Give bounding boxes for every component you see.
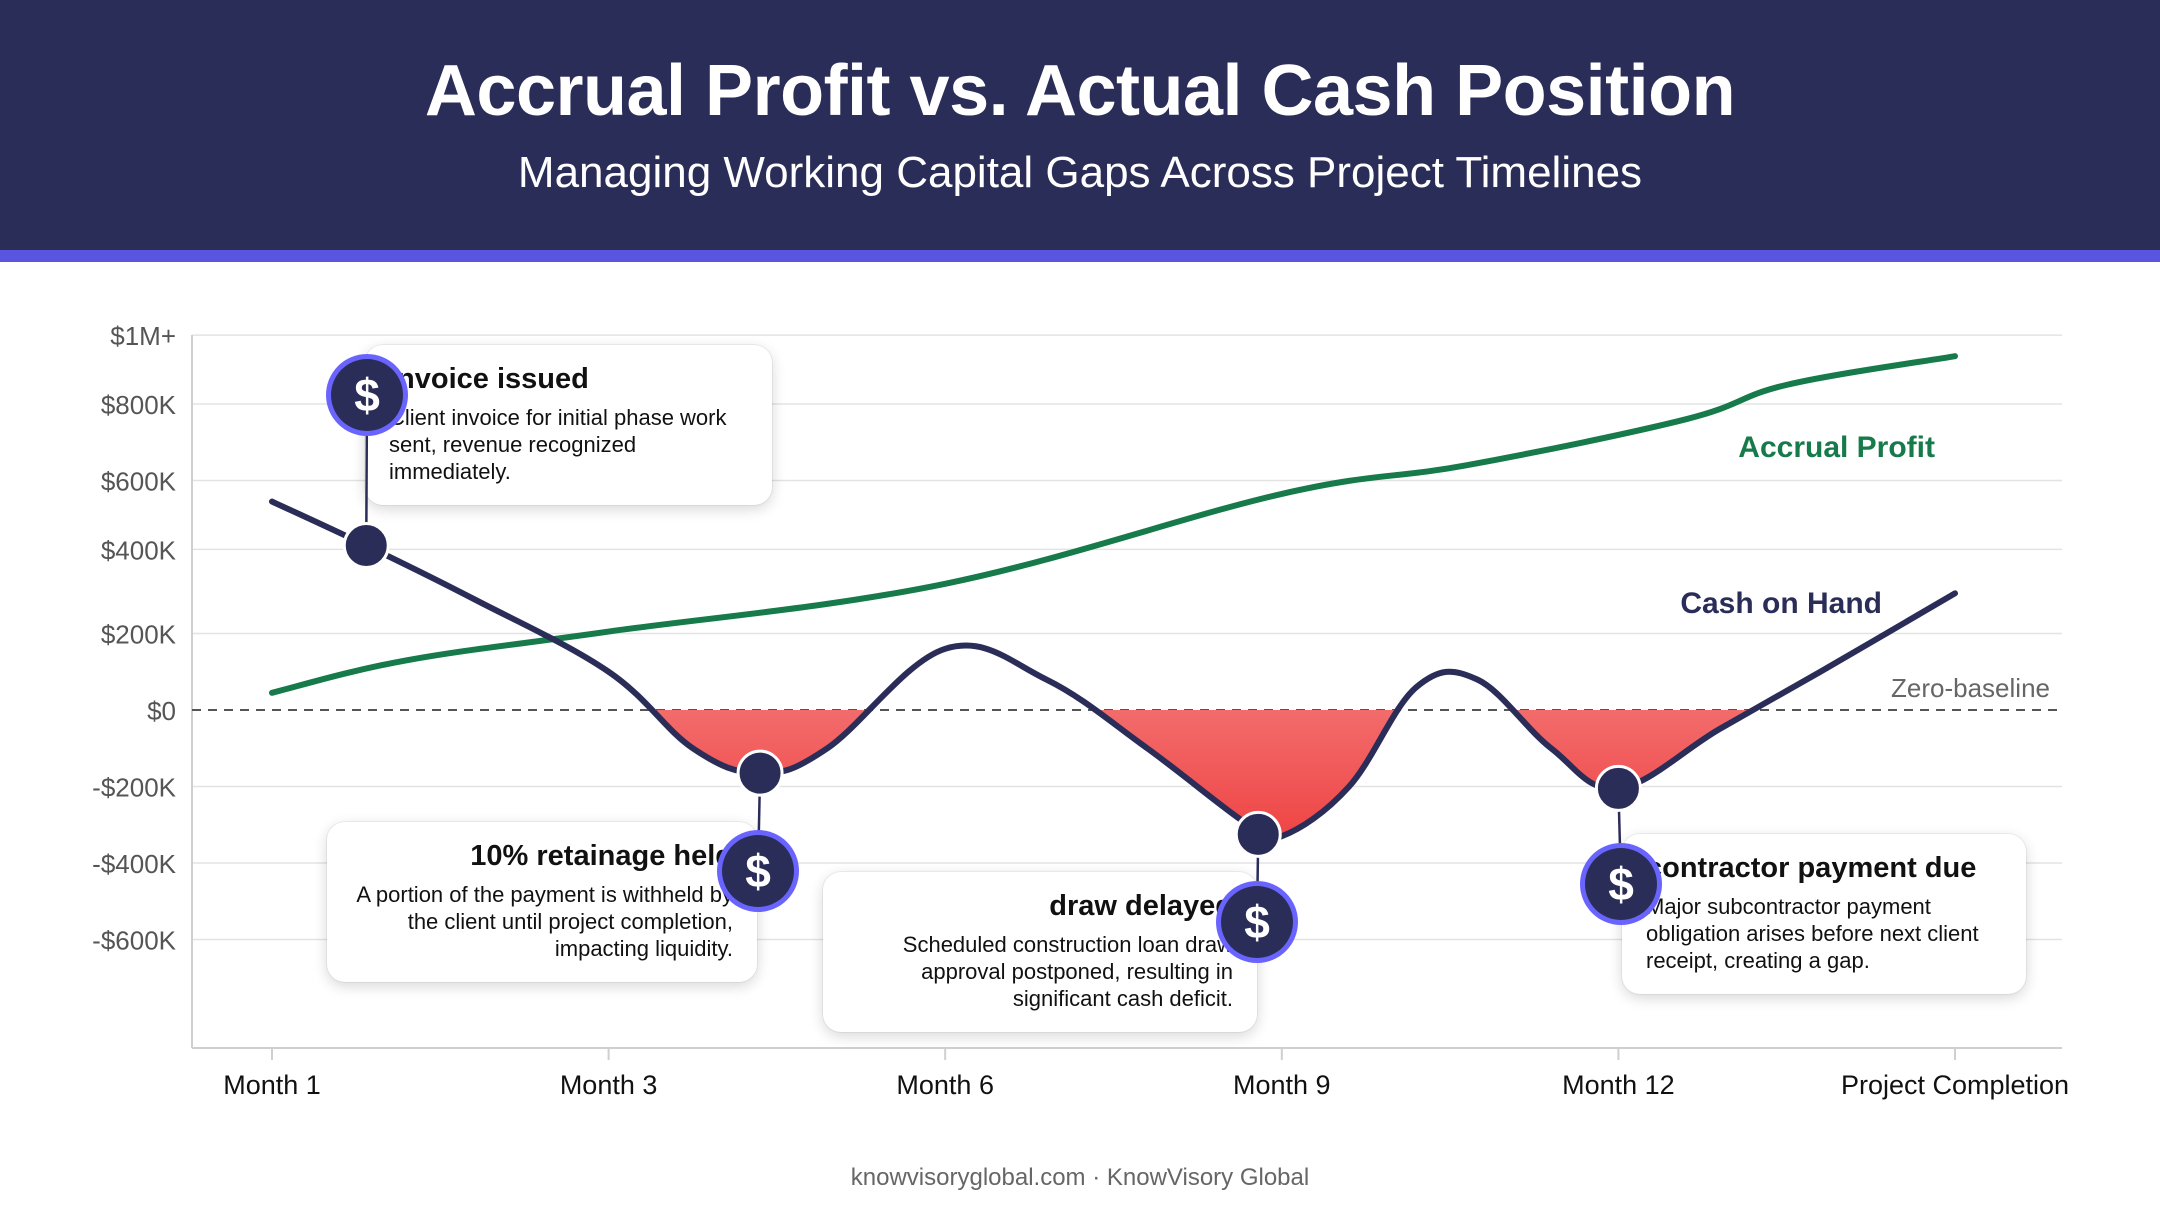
draw-delayed-callout: draw delayed Scheduled construction loan… xyxy=(823,872,1257,1032)
y-tick-label: $0 xyxy=(147,696,176,726)
callout-title: contractor payment due xyxy=(1646,852,1977,884)
series-label-cash-on-hand: Cash on Hand xyxy=(1680,587,1882,620)
y-tick-label: $1M+ xyxy=(110,321,176,351)
x-tick-label: Month 9 xyxy=(1233,1070,1331,1100)
callout-body: Major subcontractor payment obligation a… xyxy=(1646,894,1979,973)
header-banner: Accrual Profit vs. Actual Cash Position … xyxy=(0,0,2160,250)
y-tick-label: $400K xyxy=(101,535,177,565)
y-tick-label: -$400K xyxy=(92,849,176,879)
page-title: Accrual Profit vs. Actual Cash Position xyxy=(424,51,1736,131)
x-tick-label: Month 12 xyxy=(1562,1070,1675,1100)
cash-deficit-area xyxy=(272,710,1955,840)
zero-baseline-label: Zero-baseline xyxy=(1891,673,2050,703)
callout-title: invoice issued xyxy=(389,363,589,395)
invoice-issued-callout: invoice issued Client invoice for initia… xyxy=(365,345,772,505)
y-tick-label: $600K xyxy=(101,467,177,497)
x-tick-label: Month 6 xyxy=(896,1070,994,1100)
header-accent-bar xyxy=(0,250,2160,262)
callout-title: draw delayed xyxy=(1049,890,1233,922)
y-tick-label: $200K xyxy=(101,620,177,650)
callout-body: Scheduled construction loan draw approva… xyxy=(902,932,1233,1011)
y-tick-label: -$600K xyxy=(92,926,176,956)
series-line-accrual-profit xyxy=(269,353,1958,696)
callout-body: A portion of the payment is withheld by … xyxy=(356,882,733,961)
x-tick-label: Month 3 xyxy=(560,1070,658,1100)
y-tick-label: -$200K xyxy=(92,773,176,803)
page-subtitle: Managing Working Capital Gaps Across Pro… xyxy=(517,148,1643,197)
x-tick-label: Project Completion xyxy=(1841,1070,2069,1100)
callout-body: Client invoice for initial phase work se… xyxy=(389,405,727,484)
retainage-callout: 10% retainage held A portion of the paym… xyxy=(327,822,757,982)
callout-title: 10% retainage held xyxy=(470,840,733,872)
x-tick-label: Month 1 xyxy=(223,1070,321,1100)
series-line-cash-on-hand xyxy=(269,498,1958,843)
contractor-payment-callout: contractor payment due Major subcontract… xyxy=(1622,834,2026,994)
y-tick-label: $800K xyxy=(101,390,177,420)
footer-credit: knowvisoryglobal.com · KnowVisory Global xyxy=(850,1164,1310,1191)
series-label-accrual-profit: Accrual Profit xyxy=(1738,431,1935,464)
